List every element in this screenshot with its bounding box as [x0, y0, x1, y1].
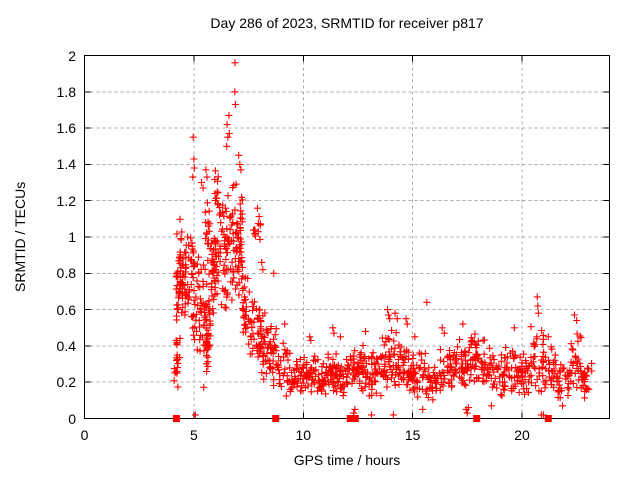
y-tick-label: 2 — [68, 47, 76, 64]
chart-title: Day 286 of 2023, SRMTID for receiver p81… — [210, 15, 484, 31]
x-tick-label: 15 — [404, 427, 421, 443]
y-tick-label: 0.6 — [56, 301, 76, 318]
y-tick-label: 0.8 — [56, 265, 76, 282]
y-tick-label: 0.4 — [56, 337, 76, 354]
y-tick-label: 0 — [68, 410, 76, 427]
y-tick-label: 1 — [68, 229, 76, 245]
y-tick-label: 1.2 — [56, 192, 76, 209]
x-axis-label: GPS time / hours — [293, 452, 401, 468]
x-tick-label: 0 — [80, 427, 89, 443]
flagged-epoch-square — [544, 415, 552, 422]
y-axis-label: SRMTID / TECUs — [12, 181, 28, 293]
y-tick-label: 1.8 — [56, 83, 76, 100]
x-tick-label: 5 — [189, 427, 198, 443]
scatter-plus-markers — [170, 59, 596, 419]
x-tick-label: 10 — [295, 427, 312, 443]
flagged-epoch-square — [351, 415, 359, 422]
flagged-epoch-square — [172, 415, 180, 422]
y-tick-label: 1.6 — [56, 120, 76, 137]
flagged-epoch-square — [272, 415, 280, 422]
x-tick-label: 20 — [514, 427, 530, 443]
y-tick-label: 1.4 — [56, 156, 76, 173]
flagged-epoch-square — [473, 415, 481, 422]
flagged-epoch-square — [346, 415, 354, 422]
y-tick-label: 0.2 — [56, 374, 76, 391]
